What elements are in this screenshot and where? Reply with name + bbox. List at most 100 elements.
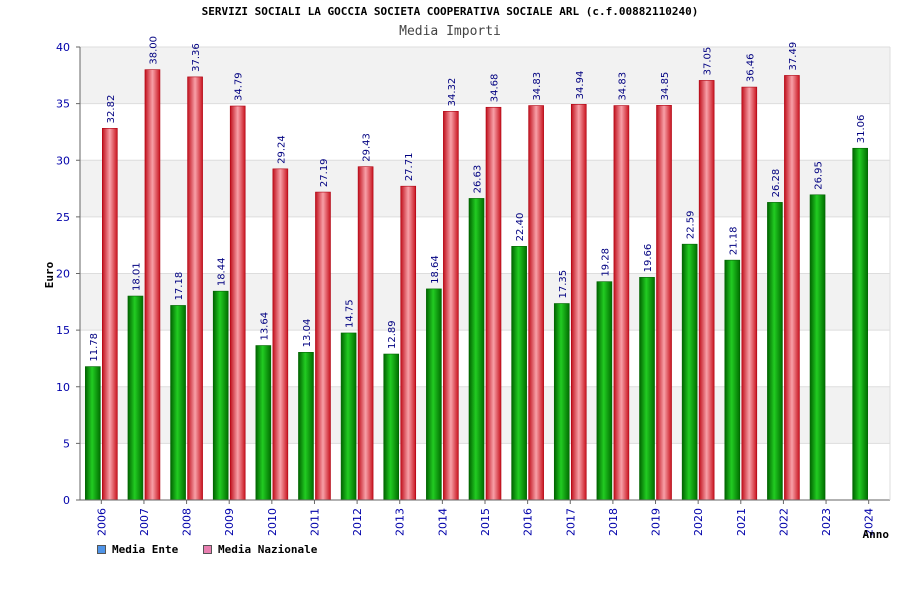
bar-media-ente-2021 (724, 259, 741, 501)
bar-media-nazionale-2015 (485, 106, 502, 501)
bar-media-ente-2012 (340, 332, 357, 501)
data-label: 18.44 (217, 258, 228, 287)
x-tick-label: 2013 (394, 508, 407, 536)
data-label: 18.64 (430, 255, 441, 284)
data-label: 27.71 (404, 153, 415, 182)
data-label: 34.83 (617, 72, 628, 101)
legend-label-media-ente: Media Ente (112, 543, 179, 556)
data-label: 27.19 (319, 158, 330, 187)
bar-media-nazionale-2010 (272, 168, 289, 501)
bar-media-nazionale-2017 (570, 104, 587, 501)
legend-swatch-media-nazionale (203, 545, 212, 554)
y-tick-label: 40 (56, 41, 70, 54)
data-label: 19.28 (600, 248, 611, 277)
bar-media-nazionale-2020 (698, 80, 715, 501)
data-label: 18.01 (131, 262, 142, 291)
data-label: 31.06 (856, 115, 867, 144)
data-label: 34.85 (660, 72, 671, 101)
bar-media-ente-2008 (170, 305, 186, 501)
y-axis-title: Euro (43, 261, 56, 288)
legend-label-media-nazionale: Media Nazionale (218, 543, 318, 556)
data-label: 34.83 (532, 72, 543, 101)
data-label: 36.46 (745, 53, 756, 82)
bar-media-ente-2020 (681, 243, 698, 501)
x-tick-label: 2006 (95, 508, 108, 536)
y-tick-label: 20 (56, 268, 70, 281)
legend-item-media-ente: Media Ente (97, 543, 178, 556)
x-tick-label: 2012 (351, 508, 364, 536)
x-tick-label: 2011 (308, 508, 321, 536)
data-label: 13.64 (259, 312, 270, 341)
y-tick-label: 35 (56, 98, 70, 111)
x-tick-label: 2014 (436, 508, 449, 536)
bar-media-nazionale-2014 (443, 111, 459, 501)
bar-media-nazionale-2009 (229, 105, 246, 501)
bar-media-nazionale-2018 (613, 105, 630, 501)
y-tick-label: 15 (56, 324, 70, 337)
bar-media-nazionale-2013 (400, 185, 417, 501)
data-label: 34.32 (447, 78, 458, 107)
x-tick-label: 2018 (607, 508, 620, 536)
data-label: 14.75 (345, 299, 356, 328)
bar-media-ente-2024 (852, 147, 868, 501)
x-tick-label: 2019 (650, 508, 663, 536)
bar-media-ente-2013 (383, 353, 400, 501)
bar-media-nazionale-2016 (528, 105, 544, 501)
x-axis-title: Anno (863, 528, 890, 541)
y-tick-label: 25 (56, 211, 70, 224)
bar-media-ente-2011 (298, 352, 314, 501)
data-label: 26.63 (473, 165, 484, 194)
x-tick-label: 2020 (692, 508, 705, 536)
bar-media-ente-2009 (212, 290, 229, 501)
bar-media-ente-2019 (639, 277, 655, 501)
y-tick-label: 30 (56, 154, 70, 167)
bar-media-nazionale-2006 (102, 128, 118, 501)
data-label: 13.04 (302, 319, 313, 348)
bar-media-ente-2016 (511, 246, 527, 501)
bar-media-ente-2015 (468, 198, 485, 501)
data-label: 12.89 (387, 320, 398, 349)
data-label: 11.78 (89, 333, 100, 362)
x-tick-label: 2023 (820, 508, 833, 536)
legend-item-media-nazionale: Media Nazionale (203, 543, 317, 556)
x-tick-label: 2022 (777, 508, 790, 536)
bar-media-ente-2014 (426, 288, 442, 501)
data-label: 37.49 (788, 42, 799, 71)
x-tick-label: 2017 (564, 508, 577, 536)
bar-media-nazionale-2007 (144, 69, 161, 501)
bar-media-ente-2023 (809, 194, 826, 501)
x-tick-label: 2007 (138, 508, 151, 536)
x-tick-label: 2024 (863, 508, 876, 536)
data-label: 26.28 (771, 169, 782, 198)
data-label: 29.43 (362, 133, 373, 162)
bar-media-nazionale-2021 (741, 86, 758, 501)
data-label: 34.94 (575, 71, 586, 100)
x-tick-label: 2015 (479, 508, 492, 536)
y-tick-label: 10 (56, 381, 70, 394)
legend-swatch-media-ente (97, 545, 106, 554)
bar-media-nazionale-2008 (187, 76, 203, 501)
bar-media-ente-2010 (255, 345, 272, 501)
bar-media-nazionale-2012 (357, 166, 374, 501)
x-tick-label: 2009 (223, 508, 236, 536)
data-label: 29.24 (276, 135, 287, 164)
data-label: 37.36 (191, 43, 202, 72)
y-tick-label: 0 (63, 494, 70, 507)
data-label: 17.35 (558, 270, 569, 299)
bar-media-nazionale-2022 (784, 75, 800, 501)
x-tick-label: 2021 (735, 508, 748, 536)
x-tick-label: 2008 (181, 508, 194, 536)
chart-subtitle: Media Importi (399, 24, 501, 39)
bar-media-ente-2018 (596, 281, 613, 501)
chart-title: SERVIZI SOCIALI LA GOCCIA SOCIETA COOPER… (201, 5, 699, 18)
data-label: 22.59 (686, 211, 697, 240)
x-tick-label: 2010 (266, 508, 279, 536)
x-tick-label: 2016 (522, 508, 535, 536)
bar-media-ente-2006 (85, 366, 101, 501)
data-label: 34.68 (490, 74, 501, 103)
data-label: 21.18 (728, 226, 739, 255)
data-label: 22.40 (515, 213, 526, 242)
data-label: 32.82 (106, 95, 117, 124)
bar-media-ente-2022 (767, 202, 783, 501)
bar-media-nazionale-2019 (656, 105, 672, 501)
